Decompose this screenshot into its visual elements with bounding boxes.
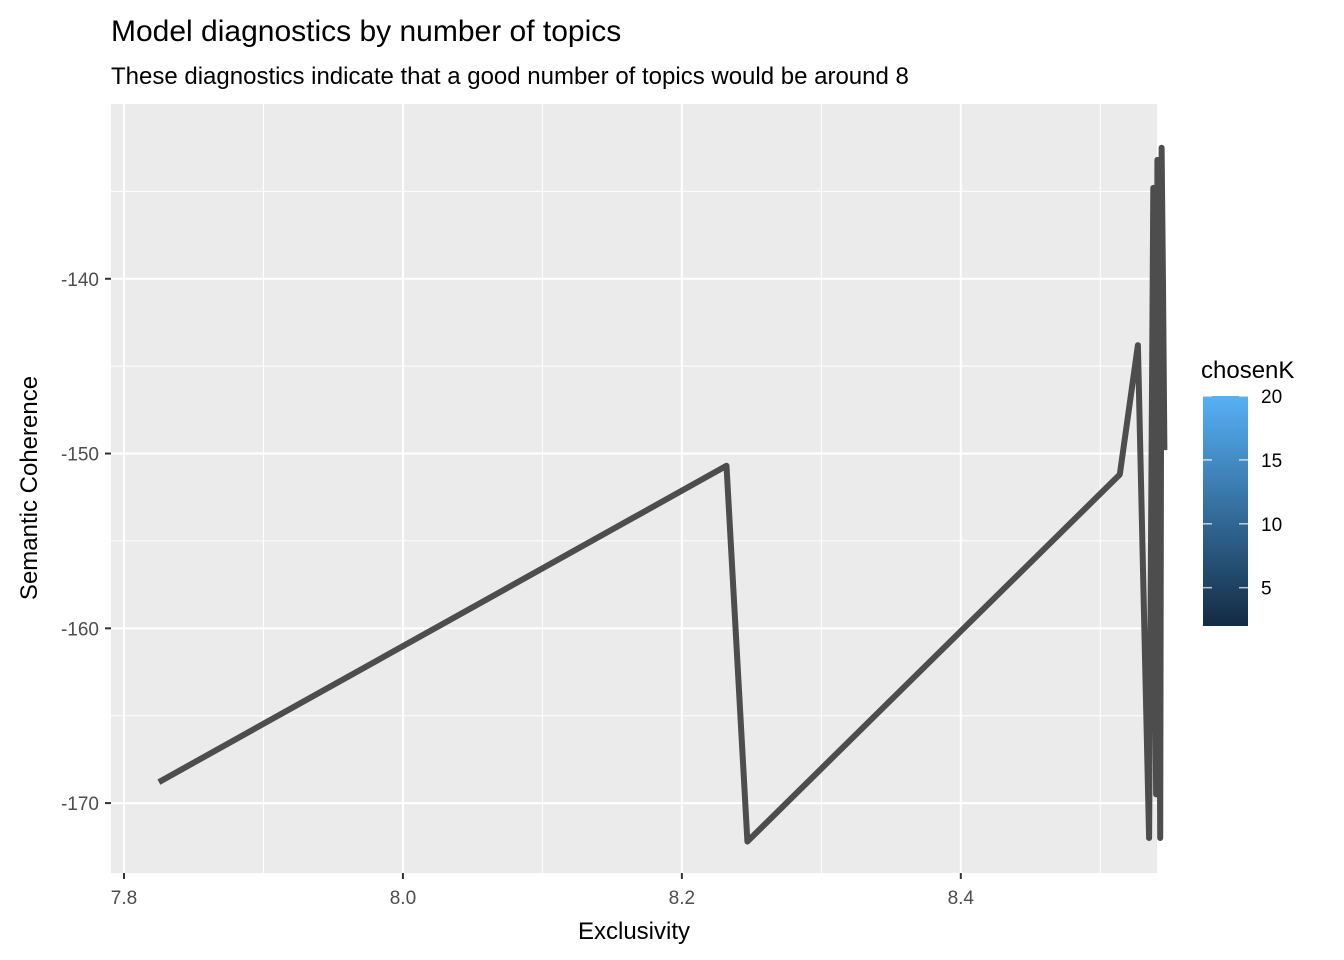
x-tick-label: 8.4 [948,888,975,909]
legend-ticks: 5 10 15 20 [1203,387,1282,600]
data-layer [157,144,1168,845]
major-gridlines [111,104,1157,873]
legend-tick-label: 15 [1261,451,1282,472]
legend-tick-label: 5 [1261,579,1272,600]
minor-gridlines [111,104,1157,873]
chart-title: Model diagnostics by number of topics [111,15,621,48]
legend-colorbar [1203,396,1248,626]
legend-tick-label: 10 [1261,515,1282,536]
chart-subtitle: These diagnostics indicate that a good n… [111,63,909,90]
x-tick-label: 8.0 [390,888,416,909]
y-tick-label: -150 [61,445,99,466]
plot-panel [111,104,1157,873]
y-axis-title: Semantic Coherence [16,376,43,600]
legend-tick-label: 20 [1261,387,1282,408]
y-tick-label: -160 [61,619,99,640]
y-tick-label: -170 [61,794,99,815]
x-tick-label: 7.8 [111,888,137,909]
series-line [157,144,1168,845]
x-axis-title: Exclusivity [578,918,690,945]
y-axis-ticks: -140 -150 -160 -170 [61,270,111,815]
color-legend: chosenK 5 10 15 20 [1201,357,1294,626]
x-axis-ticks: 7.8 8.0 8.2 8.4 [111,873,975,909]
legend-title: chosenK [1201,357,1294,384]
x-tick-label: 8.2 [669,888,695,909]
y-tick-label: -140 [61,270,99,291]
